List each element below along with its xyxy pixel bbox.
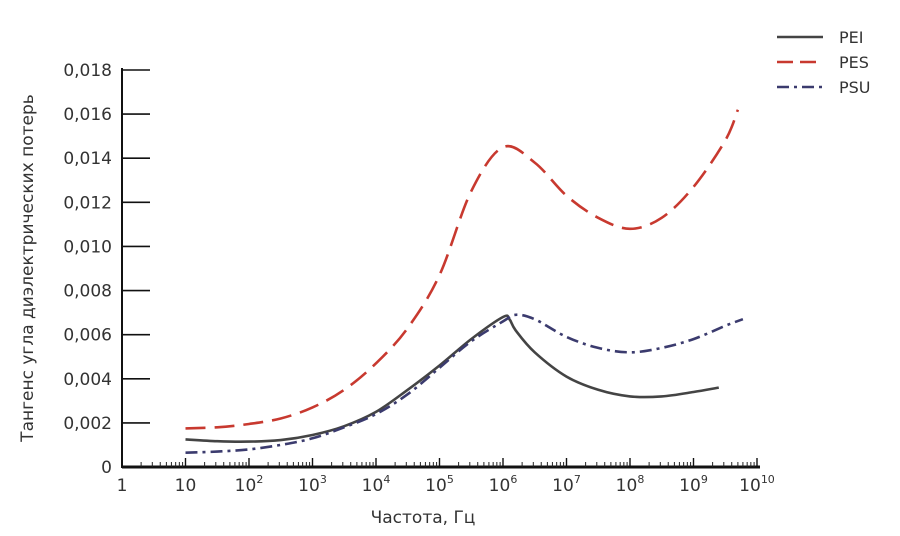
y-tick-label: 0,010 bbox=[63, 237, 112, 257]
x-tick-label: 102 bbox=[235, 473, 264, 496]
y-ticks: 0 0,002 0,004 0,006 0,008 0,010 0,012 0,014 0,01… bbox=[63, 61, 150, 478]
x-tick-label: 106 bbox=[489, 473, 518, 496]
series-line-psu bbox=[185, 313, 744, 454]
series-line-pei bbox=[185, 314, 720, 443]
axes bbox=[121, 68, 760, 469]
y-tick-label: 0 bbox=[101, 458, 112, 478]
x-tick-label: 107 bbox=[552, 473, 581, 496]
x-axis-title: Частота, Гц bbox=[371, 508, 476, 528]
x-tick-label: 103 bbox=[298, 473, 327, 496]
y-tick-label: 0,002 bbox=[63, 414, 112, 434]
legend-label-pei: PEI bbox=[839, 28, 863, 47]
x-tick-label: 1 bbox=[117, 476, 128, 496]
x-tick-label: 10 bbox=[175, 476, 197, 496]
x-tick-label: 108 bbox=[616, 473, 645, 496]
y-tick-label: 0,004 bbox=[63, 370, 112, 390]
legend: PEI PES PSU bbox=[777, 28, 871, 97]
y-tick-label: 0,018 bbox=[63, 61, 112, 81]
series-line-pes bbox=[185, 109, 740, 430]
x-ticks: 1 10 102 103 104 105 106 107 108 109 1010 bbox=[117, 458, 775, 496]
x-tick-label: 104 bbox=[362, 473, 391, 496]
legend-label-pes: PES bbox=[839, 53, 869, 72]
y-tick-label: 0,008 bbox=[63, 282, 112, 302]
x-tick-label: 109 bbox=[679, 473, 708, 496]
series-lines bbox=[185, 109, 744, 454]
x-tick-label: 1010 bbox=[739, 473, 775, 496]
y-tick-label: 0,016 bbox=[63, 105, 112, 125]
x-tick-label: 105 bbox=[425, 473, 454, 496]
y-tick-label: 0,014 bbox=[63, 149, 112, 169]
y-tick-label: 0,012 bbox=[63, 193, 112, 213]
y-tick-label: 0,006 bbox=[63, 326, 112, 346]
y-axis-title: Тангенс угла диэлектрических потерь bbox=[18, 94, 38, 443]
legend-label-psu: PSU bbox=[839, 78, 871, 97]
